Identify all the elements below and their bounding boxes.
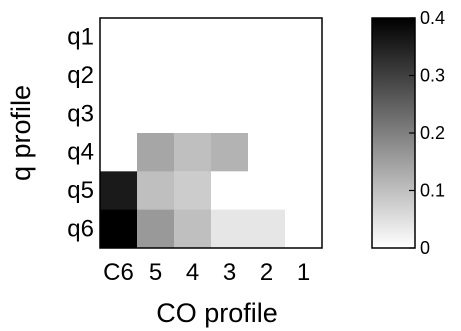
y-tick-label: q3 bbox=[67, 100, 94, 127]
colorbar-tick-label: 0.3 bbox=[420, 66, 445, 86]
y-tick-label: q4 bbox=[67, 139, 94, 166]
x-tick-labels: C6 5 4 3 2 1 bbox=[103, 259, 310, 286]
heatmap-cell-q5-C6 bbox=[100, 171, 138, 211]
x-tick-label: 1 bbox=[297, 259, 310, 286]
y-tick-label: q5 bbox=[67, 177, 94, 204]
heatmap-cells bbox=[100, 18, 323, 249]
heatmap-cell-q6-1 bbox=[285, 209, 323, 249]
x-tick-label: C6 bbox=[103, 259, 134, 286]
heatmap-cell-q4-2 bbox=[248, 133, 286, 172]
heatmap-cell-q1-3 bbox=[211, 18, 249, 57]
heatmap-cell-q1-C6 bbox=[100, 18, 138, 57]
x-axis-label: CO profile bbox=[156, 298, 278, 328]
colorbar-tick-label: 0.4 bbox=[420, 8, 445, 28]
heatmap-cell-q3-5 bbox=[137, 94, 175, 134]
heatmap-cell-q2-1 bbox=[285, 56, 323, 96]
heatmap-cell-q1-4 bbox=[174, 18, 212, 57]
colorbar-ticks: 0 0.1 0.2 0.3 0.4 bbox=[409, 8, 445, 258]
x-tick-label: 5 bbox=[149, 259, 162, 286]
heatmap-cell-q4-C6 bbox=[100, 133, 138, 172]
heatmap-cell-q6-3 bbox=[211, 209, 249, 249]
colorbar bbox=[371, 17, 416, 249]
heatmap-cell-q5-5 bbox=[137, 171, 175, 211]
heatmap-cell-q2-3 bbox=[211, 56, 249, 96]
heatmap-cell-q5-4 bbox=[174, 171, 212, 211]
plot-frame bbox=[99, 17, 323, 249]
heatmap-cell-q3-4 bbox=[174, 94, 212, 134]
heatmap-cell-q1-2 bbox=[248, 18, 286, 57]
heatmap-cell-q3-2 bbox=[248, 94, 286, 134]
heatmap-cell-q4-3 bbox=[211, 133, 249, 172]
colorbar-tick-label: 0.1 bbox=[420, 181, 445, 201]
heatmap-cell-q2-5 bbox=[137, 56, 175, 96]
y-axis-label: q profile bbox=[6, 85, 36, 181]
heatmap-cell-q1-1 bbox=[285, 18, 323, 57]
heatmap-cell-q6-5 bbox=[137, 209, 175, 249]
heatmap-cell-q3-1 bbox=[285, 94, 323, 134]
heatmap-cell-q5-2 bbox=[248, 171, 286, 211]
heatmap-cell-q5-3 bbox=[211, 171, 249, 211]
heatmap-cell-q2-C6 bbox=[100, 56, 138, 96]
heatmap-cell-q3-C6 bbox=[100, 94, 138, 134]
heatmap-cell-q4-4 bbox=[174, 133, 212, 172]
heatmap-cell-q6-2 bbox=[248, 209, 286, 249]
heatmap-cell-q1-5 bbox=[137, 18, 175, 57]
heatmap-cell-q6-4 bbox=[174, 209, 212, 249]
x-tick-label: 2 bbox=[260, 259, 273, 286]
y-tick-labels: q1 q2 q3 q4 q5 q6 bbox=[67, 24, 94, 243]
y-tick-label: q2 bbox=[67, 62, 94, 89]
colorbar-tick-label: 0 bbox=[420, 238, 430, 258]
heatmap-cell-q3-3 bbox=[211, 94, 249, 134]
colorbar-tick-label: 0.2 bbox=[420, 123, 445, 143]
heatmap-cell-q4-1 bbox=[285, 133, 323, 172]
heatmap-cell-q4-5 bbox=[137, 133, 175, 172]
x-tick-label: 3 bbox=[223, 259, 236, 286]
heatmap-cell-q2-4 bbox=[174, 56, 212, 96]
heatmap-cell-q5-1 bbox=[285, 171, 323, 211]
y-tick-label: q1 bbox=[67, 24, 94, 51]
heatmap-cell-q6-C6 bbox=[100, 209, 138, 249]
y-tick-label: q6 bbox=[67, 215, 94, 242]
x-tick-label: 4 bbox=[186, 259, 199, 286]
heatmap-cell-q2-2 bbox=[248, 56, 286, 96]
